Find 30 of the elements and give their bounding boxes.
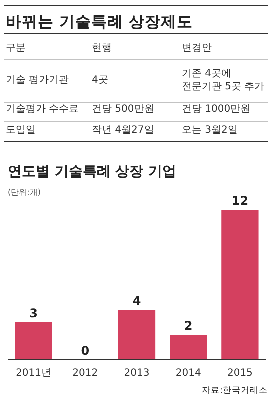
x-tick-label: 2015 (227, 368, 253, 379)
text: 도입일 (6, 125, 36, 136)
text: 기술 평가기관 (6, 75, 70, 86)
data-label: 2 (184, 319, 193, 333)
x-tick-label: 2013 (124, 368, 150, 379)
text: 바뀌는 기술특례 상장제도 (6, 13, 193, 31)
text: 변경안 (182, 43, 212, 54)
data-label: 12 (232, 194, 249, 208)
text: 건당 1000만원 (182, 104, 251, 115)
bar (222, 210, 259, 360)
text: 오는 3월2일 (182, 125, 238, 136)
text: 4곳 (92, 75, 108, 86)
data-label: 0 (81, 344, 90, 358)
chart-subtitle: (단위:개) (8, 188, 41, 197)
text: 건당 500만원 (92, 104, 154, 115)
x-tick-label: 2012 (72, 368, 98, 379)
data-label: 3 (30, 306, 38, 320)
text: 구분 (6, 43, 26, 54)
text: 자료:한국거래소 (202, 386, 268, 396)
bar (118, 310, 156, 360)
bar (15, 322, 52, 360)
text: 현행 (92, 43, 112, 54)
data-label: 4 (132, 294, 142, 308)
chart-title: 연도별 기술특례 상장 기업 (8, 164, 177, 180)
text: 기술평가 수수료 (6, 104, 80, 115)
text: 작년 4월27일 (92, 125, 154, 136)
x-tick-label: 2014 (176, 368, 202, 379)
x-tick-label: 2011년 (16, 368, 52, 379)
text: 기존 4곳에 전문기관 5곳 추가 (182, 68, 265, 92)
bar (170, 335, 208, 360)
